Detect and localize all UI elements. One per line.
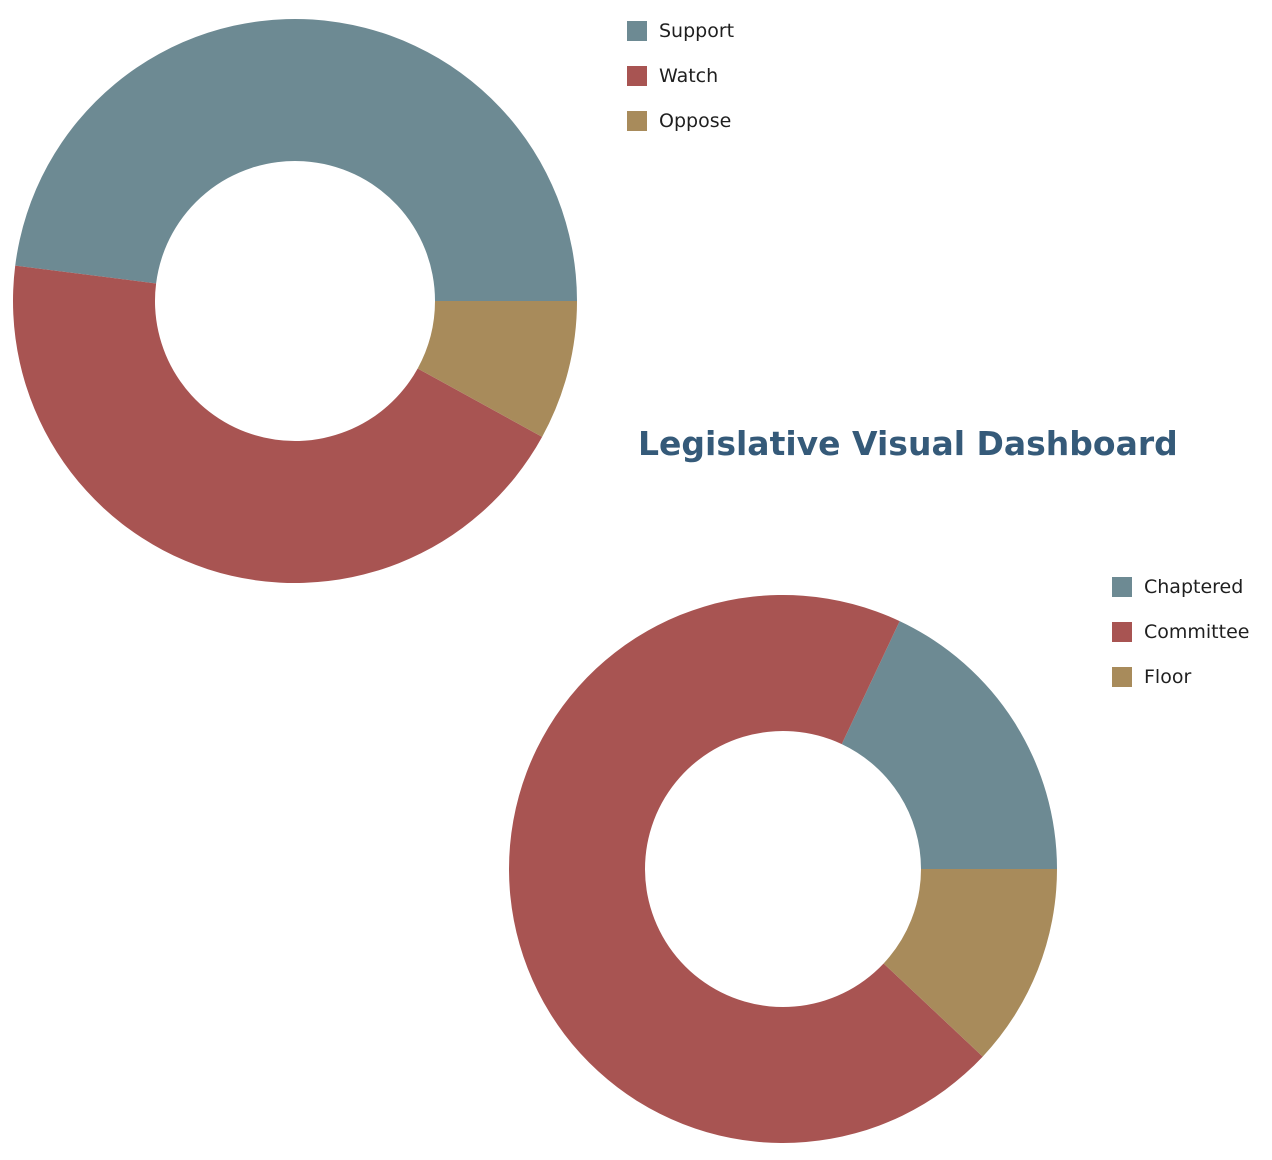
legend-label-support: Support <box>659 20 735 42</box>
legend-swatch-floor <box>1112 667 1132 687</box>
legend-swatch-watch <box>627 66 647 86</box>
legend-status: Chaptered Committee Floor <box>1112 565 1249 700</box>
legend-item-watch[interactable]: Watch <box>627 54 734 98</box>
slice-committee[interactable] <box>509 595 983 1144</box>
legend-label-watch: Watch <box>659 65 719 87</box>
donut-chart-status <box>509 595 1057 1144</box>
legend-swatch-chaptered <box>1112 577 1132 597</box>
legend-label-oppose: Oppose <box>659 110 732 132</box>
legend-swatch-committee <box>1112 622 1132 642</box>
legend-swatch-oppose <box>627 111 647 131</box>
legend-item-committee[interactable]: Committee <box>1112 610 1249 654</box>
donut-chart-position <box>12 18 578 584</box>
slice-watch[interactable] <box>12 265 543 584</box>
slice-chaptered[interactable] <box>841 621 1057 869</box>
legend-label-floor: Floor <box>1144 666 1192 688</box>
slice-floor[interactable] <box>883 869 1057 1057</box>
legend-position: Support Watch Oppose <box>627 9 734 144</box>
legend-item-oppose[interactable]: Oppose <box>627 99 734 143</box>
slice-oppose[interactable] <box>417 301 577 437</box>
legend-item-floor[interactable]: Floor <box>1112 655 1249 699</box>
legend-item-chaptered[interactable]: Chaptered <box>1112 565 1249 609</box>
legend-swatch-support <box>627 21 647 41</box>
legend-label-chaptered: Chaptered <box>1144 576 1244 598</box>
legend-label-committee: Committee <box>1144 621 1250 643</box>
legend-item-support[interactable]: Support <box>627 9 734 53</box>
dashboard-title: Legislative Visual Dashboard <box>638 424 1178 463</box>
slice-support[interactable] <box>15 18 578 301</box>
